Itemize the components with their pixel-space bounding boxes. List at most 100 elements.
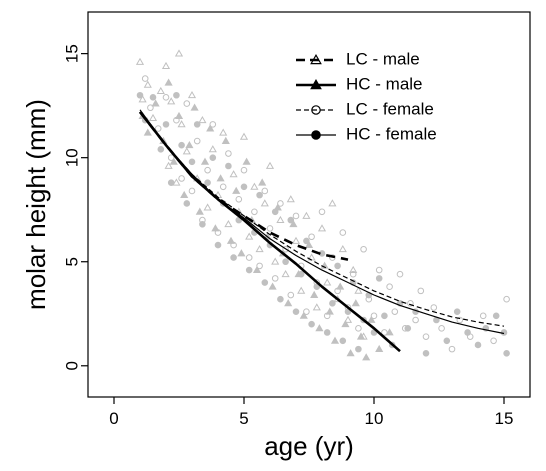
data-point bbox=[287, 291, 295, 299]
data-point bbox=[297, 270, 305, 278]
data-point bbox=[341, 319, 350, 328]
data-point bbox=[375, 344, 384, 353]
data-point bbox=[284, 299, 293, 307]
y-tick-label: 15 bbox=[62, 44, 81, 63]
data-point bbox=[443, 337, 451, 345]
data-point bbox=[490, 337, 497, 345]
data-point bbox=[156, 86, 165, 94]
legend-item: HC - male bbox=[296, 74, 423, 93]
data-point bbox=[135, 57, 145, 65]
data-point bbox=[214, 241, 222, 249]
data-point bbox=[252, 265, 262, 273]
data-point bbox=[261, 187, 269, 195]
data-point bbox=[281, 269, 290, 278]
data-point bbox=[225, 162, 232, 170]
data-point bbox=[338, 245, 347, 253]
x-tick-label: 5 bbox=[239, 409, 248, 428]
data-point bbox=[448, 345, 456, 353]
legend-label: LC - male bbox=[346, 49, 420, 68]
data-point bbox=[261, 279, 269, 286]
data-point bbox=[346, 349, 355, 357]
data-point bbox=[312, 303, 321, 311]
data-point bbox=[225, 150, 232, 157]
data-point bbox=[492, 312, 500, 320]
legend-item: HC - female bbox=[296, 124, 437, 143]
data-point bbox=[245, 254, 253, 261]
data-point bbox=[209, 121, 217, 128]
data-point bbox=[256, 262, 263, 270]
fit-curve bbox=[139, 111, 505, 327]
data-point bbox=[136, 91, 144, 99]
data-point bbox=[162, 121, 170, 128]
data-point bbox=[271, 275, 279, 282]
data-point bbox=[230, 241, 237, 249]
data-point bbox=[203, 203, 212, 211]
data-point bbox=[464, 329, 471, 336]
data-point bbox=[209, 154, 217, 161]
data-point bbox=[178, 175, 185, 182]
data-point bbox=[308, 233, 315, 241]
legend-marker bbox=[310, 78, 322, 90]
data-point bbox=[317, 224, 327, 232]
data-point bbox=[178, 141, 185, 149]
data-point bbox=[255, 245, 264, 253]
data-point bbox=[167, 154, 175, 161]
data-point bbox=[318, 208, 326, 216]
data-point bbox=[219, 183, 227, 191]
data-point bbox=[149, 94, 157, 101]
y-tick-label: 5 bbox=[62, 257, 81, 266]
fit-curve bbox=[138, 111, 349, 261]
data-point bbox=[193, 137, 201, 145]
legend-item: LC - male bbox=[296, 49, 420, 68]
data-point bbox=[503, 295, 510, 303]
data-point bbox=[193, 121, 201, 128]
legend-marker bbox=[311, 105, 321, 115]
legend: LC - male HC - male LC - female HC - female bbox=[296, 49, 437, 143]
data-point bbox=[430, 304, 438, 311]
data-point bbox=[174, 49, 184, 57]
x-tick-label: 10 bbox=[365, 409, 384, 428]
fit-curve bbox=[139, 109, 505, 335]
data-point bbox=[204, 166, 211, 174]
data-point bbox=[291, 236, 301, 244]
data-point bbox=[370, 312, 378, 320]
data-point bbox=[286, 195, 295, 203]
x-tick-label: 15 bbox=[495, 409, 514, 428]
data-point bbox=[292, 212, 300, 220]
data-point bbox=[308, 320, 315, 328]
data-point bbox=[404, 325, 412, 332]
data-point bbox=[214, 229, 222, 236]
data-point bbox=[328, 199, 337, 207]
data-point bbox=[299, 311, 308, 319]
data-point bbox=[356, 332, 366, 340]
data-point bbox=[260, 199, 269, 207]
data-point bbox=[385, 328, 394, 336]
legend-label: HC - male bbox=[346, 74, 423, 93]
data-point bbox=[297, 286, 306, 294]
data-point bbox=[239, 132, 249, 140]
data-point bbox=[396, 270, 404, 278]
x-axis-title: age (yr) bbox=[264, 431, 354, 461]
data-point bbox=[453, 308, 461, 315]
data-point bbox=[148, 113, 158, 122]
data-point bbox=[417, 287, 425, 295]
data-point bbox=[271, 257, 280, 265]
data-point bbox=[315, 324, 324, 332]
data-point bbox=[330, 336, 340, 344]
data-point bbox=[206, 124, 215, 132]
data-point bbox=[334, 287, 341, 295]
data-point bbox=[456, 316, 464, 324]
data-point bbox=[169, 157, 178, 165]
data-point bbox=[208, 145, 217, 153]
data-point bbox=[271, 208, 279, 216]
legend-marker bbox=[310, 53, 322, 65]
fit-curves-layer bbox=[138, 109, 505, 353]
axes-layer: 0 5 10 15 0 5 10 15 bbox=[62, 44, 513, 428]
data-point bbox=[438, 325, 445, 332]
y-tick-label: 0 bbox=[62, 361, 81, 370]
data-point bbox=[167, 97, 176, 105]
data-point bbox=[199, 220, 206, 228]
data-point bbox=[245, 232, 254, 240]
data-point bbox=[143, 80, 152, 88]
